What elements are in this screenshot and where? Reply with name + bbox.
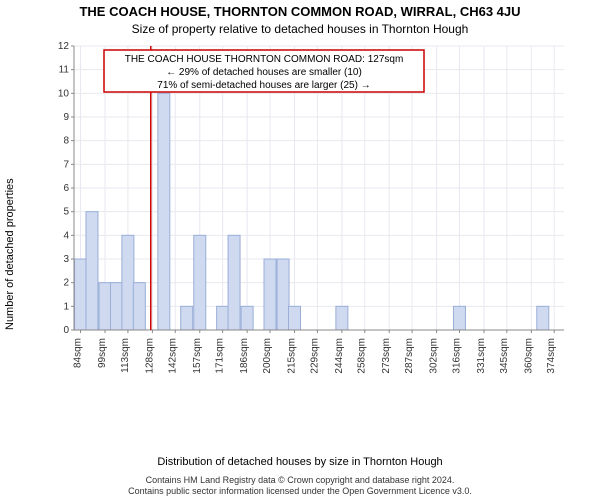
x-tick-label: 229sqm (309, 338, 320, 374)
x-tick-label: 273sqm (381, 338, 392, 374)
x-tick-label: 142sqm (167, 338, 178, 374)
x-tick-label: 215sqm (287, 338, 298, 374)
chart-container: THE COACH HOUSE, THORNTON COMMON ROAD, W… (0, 0, 600, 500)
footer-attribution: Contains HM Land Registry data © Crown c… (0, 475, 600, 498)
chart-title-line2: Size of property relative to detached ho… (0, 22, 600, 36)
footer-line2: Contains public sector information licen… (0, 486, 600, 498)
histogram-bar (99, 283, 111, 330)
y-tick-label: 0 (63, 325, 69, 336)
x-tick-label: 157sqm (192, 338, 203, 374)
x-tick-label: 316sqm (451, 338, 462, 374)
histogram-bar (122, 235, 134, 330)
histogram-bar (110, 283, 122, 330)
histogram-bar (181, 306, 193, 330)
histogram-bar (158, 93, 170, 330)
x-tick-label: 244sqm (334, 338, 345, 374)
info-box-line1: THE COACH HOUSE THORNTON COMMON ROAD: 12… (125, 54, 404, 65)
y-tick-label: 8 (63, 136, 69, 147)
histogram-bar (86, 212, 98, 330)
info-box-line2: ← 29% of detached houses are smaller (10… (166, 67, 362, 78)
histogram-bar (75, 259, 87, 330)
histogram-bar (194, 235, 206, 330)
x-tick-label: 128sqm (144, 338, 155, 374)
y-tick-label: 12 (58, 41, 70, 52)
x-tick-label: 186sqm (239, 338, 250, 374)
x-tick-label: 302sqm (429, 338, 440, 374)
info-box-line3: 71% of semi-detached houses are larger (… (157, 80, 370, 91)
histogram-bar (217, 306, 229, 330)
histogram-bar (241, 306, 253, 330)
x-tick-label: 287sqm (404, 338, 415, 374)
x-tick-label: 99sqm (97, 338, 108, 368)
x-tick-label: 374sqm (546, 338, 557, 374)
y-tick-label: 4 (63, 230, 69, 241)
x-tick-label: 200sqm (262, 338, 273, 374)
x-tick-label: 345sqm (499, 338, 510, 374)
histogram-bar (277, 259, 289, 330)
x-tick-label: 258sqm (357, 338, 368, 374)
y-tick-label: 11 (59, 65, 70, 76)
chart-title-line1: THE COACH HOUSE, THORNTON COMMON ROAD, W… (0, 4, 600, 19)
histogram-bar (228, 235, 240, 330)
y-tick-label: 6 (63, 183, 69, 194)
y-tick-label: 2 (63, 278, 69, 289)
y-tick-label: 5 (63, 207, 69, 218)
x-tick-label: 171sqm (215, 338, 226, 374)
x-tick-label: 360sqm (523, 338, 534, 374)
histogram-bar (336, 306, 348, 330)
histogram-bar (133, 283, 145, 330)
histogram-bar (453, 306, 465, 330)
x-tick-label: 331sqm (476, 338, 487, 374)
histogram-bar (289, 306, 301, 330)
histogram-bar (537, 306, 549, 330)
y-axis-label: Number of detached properties (4, 178, 16, 330)
x-tick-label: 84sqm (73, 338, 84, 368)
y-tick-label: 1 (63, 301, 69, 312)
footer-line1: Contains HM Land Registry data © Crown c… (0, 475, 600, 487)
y-tick-label: 3 (63, 254, 69, 265)
x-tick-label: 113sqm (120, 338, 131, 373)
y-tick-label: 10 (58, 88, 70, 99)
histogram-bar (264, 259, 276, 330)
histogram-plot: 012345678910111284sqm99sqm113sqm128sqm14… (50, 40, 570, 380)
y-tick-label: 7 (63, 159, 69, 170)
x-axis-label: Distribution of detached houses by size … (0, 456, 600, 468)
y-tick-label: 9 (63, 112, 69, 123)
